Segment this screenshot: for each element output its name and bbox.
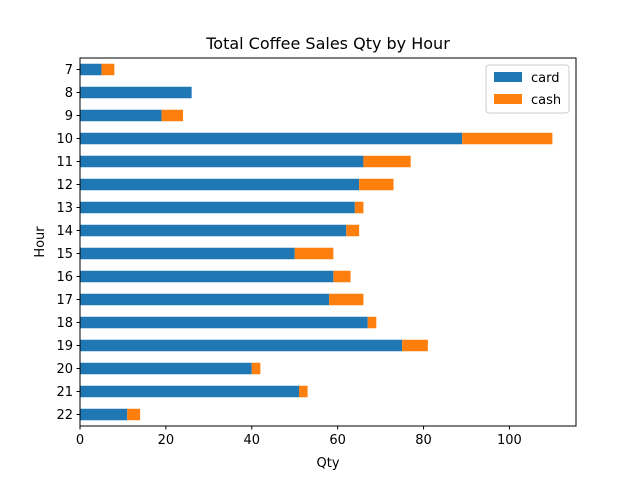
y-axis-label: Hour xyxy=(33,226,48,258)
y-tick-label-7: 7 xyxy=(65,63,73,78)
y-tick-label-12: 12 xyxy=(56,178,73,193)
bar-card-13 xyxy=(80,201,355,214)
y-tick-label-11: 11 xyxy=(56,155,73,170)
bar-card-20 xyxy=(80,362,252,375)
bar-card-16 xyxy=(80,270,334,283)
bar-cash-11 xyxy=(363,155,411,168)
bar-cash-9 xyxy=(161,109,184,122)
y-tick-label-14: 14 xyxy=(56,224,73,239)
bar-card-22 xyxy=(80,408,128,421)
x-tick-label-80: 80 xyxy=(415,433,432,448)
y-tick-label-16: 16 xyxy=(56,270,73,285)
bar-cash-18 xyxy=(367,316,377,329)
y-tick-label-21: 21 xyxy=(56,385,73,400)
bar-card-19 xyxy=(80,339,403,352)
bar-cash-12 xyxy=(359,178,394,191)
bar-card-17 xyxy=(80,293,330,306)
bar-cash-7 xyxy=(101,63,115,76)
bar-cash-13 xyxy=(354,201,364,214)
legend: card cash xyxy=(485,64,570,114)
plot-frame xyxy=(79,57,577,427)
x-tick-label-60: 60 xyxy=(329,433,346,448)
x-axis-label: Qty xyxy=(316,456,339,471)
bar-card-15 xyxy=(80,247,295,260)
bar-cash-15 xyxy=(294,247,334,260)
y-tick-label-9: 9 xyxy=(65,109,73,124)
bar-cash-14 xyxy=(346,224,360,237)
bar-card-14 xyxy=(80,224,347,237)
x-tick-label-20: 20 xyxy=(158,433,175,448)
bar-card-7 xyxy=(80,63,102,76)
legend-swatch-cash xyxy=(494,94,522,104)
y-tick-label-8: 8 xyxy=(65,86,73,101)
chart-title: Total Coffee Sales Qty by Hour xyxy=(205,34,450,53)
y-tick-label-15: 15 xyxy=(56,247,73,262)
legend-label-cash: cash xyxy=(531,93,561,108)
bar-cash-22 xyxy=(127,408,141,421)
y-tick-label-18: 18 xyxy=(56,316,73,331)
bar-card-9 xyxy=(80,109,162,122)
x-tick-label-0: 0 xyxy=(76,433,84,448)
bar-card-12 xyxy=(80,178,360,191)
bar-cash-19 xyxy=(402,339,428,352)
bar-card-10 xyxy=(80,132,463,145)
bar-card-21 xyxy=(80,385,300,398)
legend-swatch-card xyxy=(494,72,522,82)
bar-cash-10 xyxy=(462,132,553,145)
y-axis: 7 8 9 10 11 12 13 14 15 16 17 18 19 20 21 22 xyxy=(56,63,80,423)
y-tick-label-10: 10 xyxy=(56,132,73,147)
bar-cash-17 xyxy=(329,293,364,306)
y-tick-label-19: 19 xyxy=(56,339,73,354)
bar-card-11 xyxy=(80,155,364,168)
legend-label-card: card xyxy=(531,71,559,86)
x-axis: 0 20 40 60 80 100 xyxy=(76,426,522,448)
bar-cash-20 xyxy=(251,362,261,375)
bars xyxy=(80,63,553,421)
bar-card-8 xyxy=(80,86,192,99)
x-tick-label-40: 40 xyxy=(244,433,261,448)
y-tick-label-17: 17 xyxy=(56,293,73,308)
bar-cash-16 xyxy=(333,270,351,283)
y-tick-label-13: 13 xyxy=(56,201,73,216)
y-tick-label-20: 20 xyxy=(56,362,73,377)
x-tick-label-100: 100 xyxy=(497,433,522,448)
bar-card-18 xyxy=(80,316,368,329)
y-tick-label-22: 22 xyxy=(56,408,73,423)
bar-cash-21 xyxy=(299,385,308,398)
